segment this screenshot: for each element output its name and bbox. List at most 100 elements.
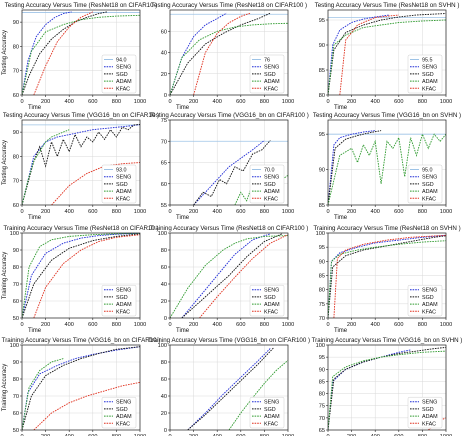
chart-panel-10: Training Accuracy Versus Time (VGG16_bn …	[2, 337, 161, 436]
y-tick-label: 20	[161, 72, 167, 78]
series-line-adam	[22, 358, 64, 430]
y-tick-label: 95	[319, 355, 325, 361]
legend-box	[101, 396, 137, 429]
legend-label: SENG	[116, 65, 131, 71]
legend-label: KFAC	[264, 196, 278, 202]
legend-label: KFAC	[422, 196, 436, 202]
y-tick-label: 100	[158, 231, 167, 237]
x-tick-label: 800	[260, 209, 269, 215]
legend-label: KFAC	[116, 309, 130, 315]
legend-box	[407, 54, 443, 94]
x-tick-label: 0	[168, 322, 171, 328]
x-tick-label: 0	[326, 99, 329, 105]
x-tick-label: 600	[88, 99, 97, 105]
plot-frame	[327, 119, 447, 206]
x-axis-label: Time	[334, 215, 348, 221]
x-tick-label: 200	[41, 209, 50, 215]
series-line-adam	[22, 129, 70, 205]
legend-label: SGD	[116, 295, 128, 301]
chart-title: Training Accuracy Versus Time (ResNet18 …	[3, 225, 158, 232]
series-line-adam	[328, 350, 446, 430]
x-tick-label: 800	[418, 434, 427, 436]
legend-label: SENG	[264, 288, 279, 294]
chart-title: Training Accuracy Versus Time (ResNet18 …	[313, 225, 460, 232]
y-tick-label: 70	[13, 282, 19, 288]
y-tick-label: 0	[164, 316, 167, 322]
x-tick-label: 0	[326, 322, 329, 328]
y-tick-label: 90	[13, 360, 19, 366]
x-axis-label: Time	[176, 328, 190, 334]
x-tick-label: 1000	[440, 209, 452, 215]
legend-box	[101, 54, 137, 94]
y-tick-label: 60	[161, 29, 167, 35]
chart-panel-9: Training Accuracy Versus Time (ResNet18 …	[313, 225, 460, 334]
y-tick-label: 95	[319, 18, 325, 24]
x-axis-label: Time	[334, 328, 348, 334]
series-line-adam	[170, 235, 288, 318]
y-tick-label: 75	[319, 404, 325, 410]
legend-label: SGD	[264, 407, 276, 413]
legend-label: SENG	[422, 65, 437, 71]
chart-title: Training Accuracy Versus Time (VGG16_bn …	[148, 337, 310, 344]
chart-title: Training Accuracy Versus Time (VGG16_bn …	[2, 337, 161, 344]
series-line-sgd	[328, 235, 446, 318]
y-tick-label: 60	[161, 377, 167, 383]
x-tick-label: 0	[20, 209, 23, 215]
y-tick-label: 55	[161, 203, 167, 209]
x-tick-label: 1000	[282, 99, 294, 105]
legend-label: ADAM	[264, 414, 280, 420]
x-tick-label: 800	[418, 99, 427, 105]
y-tick-label: 60	[13, 93, 19, 99]
x-tick-label: 0	[168, 99, 171, 105]
y-tick-label: 60	[13, 411, 19, 417]
legend-label: KFAC	[264, 86, 278, 92]
legend-label: SGD	[422, 72, 434, 78]
y-tick-label: 60	[161, 182, 167, 188]
series-line-sgd	[328, 130, 382, 205]
x-tick-label: 400	[371, 434, 380, 436]
legend-box	[249, 54, 285, 94]
x-tick-label: 600	[88, 434, 97, 436]
y-tick-label: 90	[319, 168, 325, 174]
legend-label: 70.0	[264, 168, 275, 174]
x-tick-label: 400	[65, 209, 74, 215]
x-tick-label: 200	[189, 209, 198, 215]
y-axis-label: Testing Accuracy	[2, 30, 8, 75]
series-line-sgd	[187, 347, 275, 430]
legend-label: SENG	[116, 175, 131, 181]
y-tick-label: 70	[319, 416, 325, 422]
legend-label: KFAC	[422, 86, 436, 92]
y-axis-label: Training Accuracy	[2, 252, 8, 299]
y-tick-label: 80	[13, 44, 19, 50]
x-tick-label: 1000	[134, 209, 146, 215]
series-line-adam	[328, 19, 446, 95]
series-line-seng	[22, 11, 72, 95]
x-axis-label: Time	[28, 328, 42, 334]
x-tick-label: 400	[65, 434, 74, 436]
y-tick-label: 90	[13, 20, 19, 26]
legend-label: SENG	[264, 65, 279, 71]
legend-box	[407, 164, 443, 204]
series-line-seng	[328, 130, 376, 205]
legend-label: KFAC	[422, 309, 436, 315]
legend-label: SENG	[422, 400, 437, 406]
series-line-adam	[22, 233, 140, 318]
legend-label: ADAM	[116, 79, 132, 85]
y-tick-label: 0	[164, 93, 167, 99]
y-tick-label: 40	[161, 282, 167, 288]
y-tick-label: 90	[319, 259, 325, 265]
y-tick-label: 90	[319, 367, 325, 373]
x-tick-label: 800	[260, 99, 269, 105]
x-tick-label: 200	[41, 322, 50, 328]
x-tick-label: 0	[326, 434, 329, 436]
legend-label: SENG	[264, 175, 279, 181]
chart-title: Testing Accuracy Versus Time (ResNet18 o…	[151, 2, 307, 9]
x-tick-label: 1000	[440, 99, 452, 105]
x-tick-label: 200	[189, 322, 198, 328]
y-tick-label: 100	[316, 231, 325, 237]
x-tick-label: 1000	[440, 434, 452, 436]
chart-panel-5: Testing Accuracy Versus Time (VGG16_bn o…	[149, 112, 309, 221]
series-line-seng	[193, 140, 265, 205]
